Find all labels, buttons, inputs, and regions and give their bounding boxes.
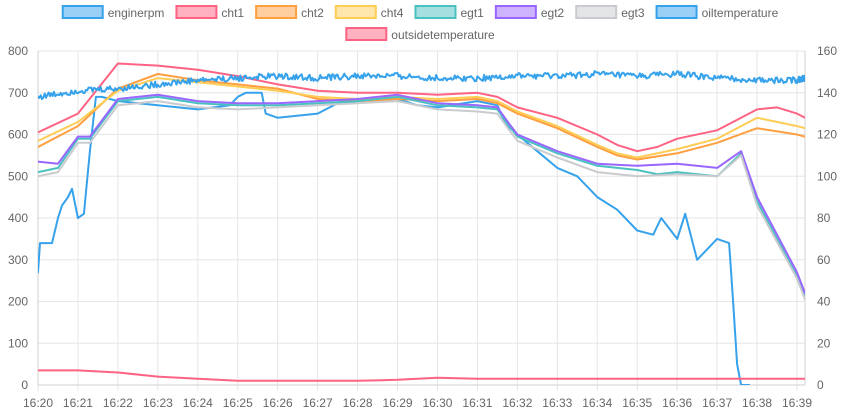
series-line-egt1 <box>38 95 805 299</box>
x-tick-label: 16:30 <box>422 396 452 410</box>
x-tick-label: 16:27 <box>303 396 333 410</box>
y-right-tick-label: 40 <box>817 295 831 309</box>
y-left-tick-label: 500 <box>8 169 28 183</box>
y-left-tick-label: 800 <box>8 44 28 58</box>
y-left-tick-label: 700 <box>8 86 28 100</box>
x-tick-label: 16:37 <box>702 396 732 410</box>
legend-swatch-outsidetemperature[interactable] <box>345 27 388 41</box>
x-tick-label: 16:26 <box>263 396 293 410</box>
y-left-tick-label: 0 <box>21 378 28 392</box>
x-tick-label: 16:28 <box>343 396 373 410</box>
series-line-enginerpm <box>38 91 751 385</box>
x-tick-label: 16:25 <box>223 396 253 410</box>
legend-label-oiltemperature[interactable]: oiltemperature <box>702 6 779 20</box>
legend: enginerpm cht1 cht2 cht4 egt1 egt2 egt3 oiltemp… <box>61 5 779 42</box>
series-line-cht2 <box>38 73 805 161</box>
legend-swatch-egt1[interactable] <box>414 5 457 19</box>
x-tick-label: 16:21 <box>63 396 93 410</box>
y-left-tick-label: 300 <box>8 253 28 267</box>
x-tick-label: 16:29 <box>383 396 413 410</box>
series-line-cht4 <box>38 77 805 159</box>
y-left-tick-label: 600 <box>8 128 28 142</box>
legend-label-cht2[interactable]: cht2 <box>301 6 324 20</box>
series-line-egt2 <box>38 93 805 295</box>
x-tick-label: 16:36 <box>662 396 692 410</box>
legend-label-cht1[interactable]: cht1 <box>221 6 244 20</box>
x-tick-label: 16:32 <box>502 396 532 410</box>
grid <box>37 50 805 391</box>
y-right-tick-label: 140 <box>817 86 837 100</box>
y-right-tick-label: 160 <box>817 44 837 58</box>
y-left-tick-label: 100 <box>8 336 28 350</box>
legend-label-egt2[interactable]: egt2 <box>541 6 565 20</box>
y-right-tick-label: 20 <box>817 336 831 350</box>
legend-swatch-egt2[interactable] <box>494 5 537 19</box>
x-tick-label: 16:23 <box>143 396 173 410</box>
x-tick-label: 16:20 <box>23 396 53 410</box>
series-line-oiltemperature <box>38 70 805 101</box>
x-tick-label: 16:24 <box>183 396 213 410</box>
legend-swatch-oiltemperature[interactable] <box>655 5 698 19</box>
x-tick-label: 16:39 <box>782 396 812 410</box>
y-left-tick-label: 400 <box>8 211 28 225</box>
series-lines <box>38 62 805 385</box>
legend-swatch-egt3[interactable] <box>575 5 618 19</box>
legend-label-outsidetemperature[interactable]: outsidetemperature <box>391 28 495 42</box>
x-tick-label: 16:31 <box>462 396 492 410</box>
axes: 0 0 100 20 200 40 300 60 400 80 500 100 600 120 700 140… <box>8 44 837 410</box>
legend-label-egt1[interactable]: egt1 <box>460 6 484 20</box>
series-line-cht1 <box>38 62 805 153</box>
y-right-tick-label: 60 <box>817 253 831 267</box>
x-tick-label: 16:34 <box>582 396 612 410</box>
y-right-tick-label: 100 <box>817 169 837 183</box>
legend-swatch-cht4[interactable] <box>334 5 377 19</box>
legend-label-egt3[interactable]: egt3 <box>621 6 645 20</box>
legend-swatch-cht2[interactable] <box>255 5 298 19</box>
y-left-tick-label: 200 <box>8 295 28 309</box>
x-tick-label: 16:35 <box>622 396 652 410</box>
series-line-outsidetemperature <box>38 369 805 382</box>
series-line-egt3 <box>38 100 805 301</box>
y-right-tick-label: 0 <box>817 378 824 392</box>
legend-label-cht4[interactable]: cht4 <box>381 6 404 20</box>
x-tick-label: 16:22 <box>103 396 133 410</box>
legend-swatch-enginerpm[interactable] <box>61 5 104 19</box>
legend-swatch-cht1[interactable] <box>175 5 218 19</box>
legend-label-enginerpm[interactable]: enginerpm <box>108 6 165 20</box>
x-tick-label: 16:33 <box>542 396 572 410</box>
x-tick-label: 16:38 <box>742 396 772 410</box>
y-right-tick-label: 120 <box>817 128 837 142</box>
y-right-tick-label: 80 <box>817 211 831 225</box>
